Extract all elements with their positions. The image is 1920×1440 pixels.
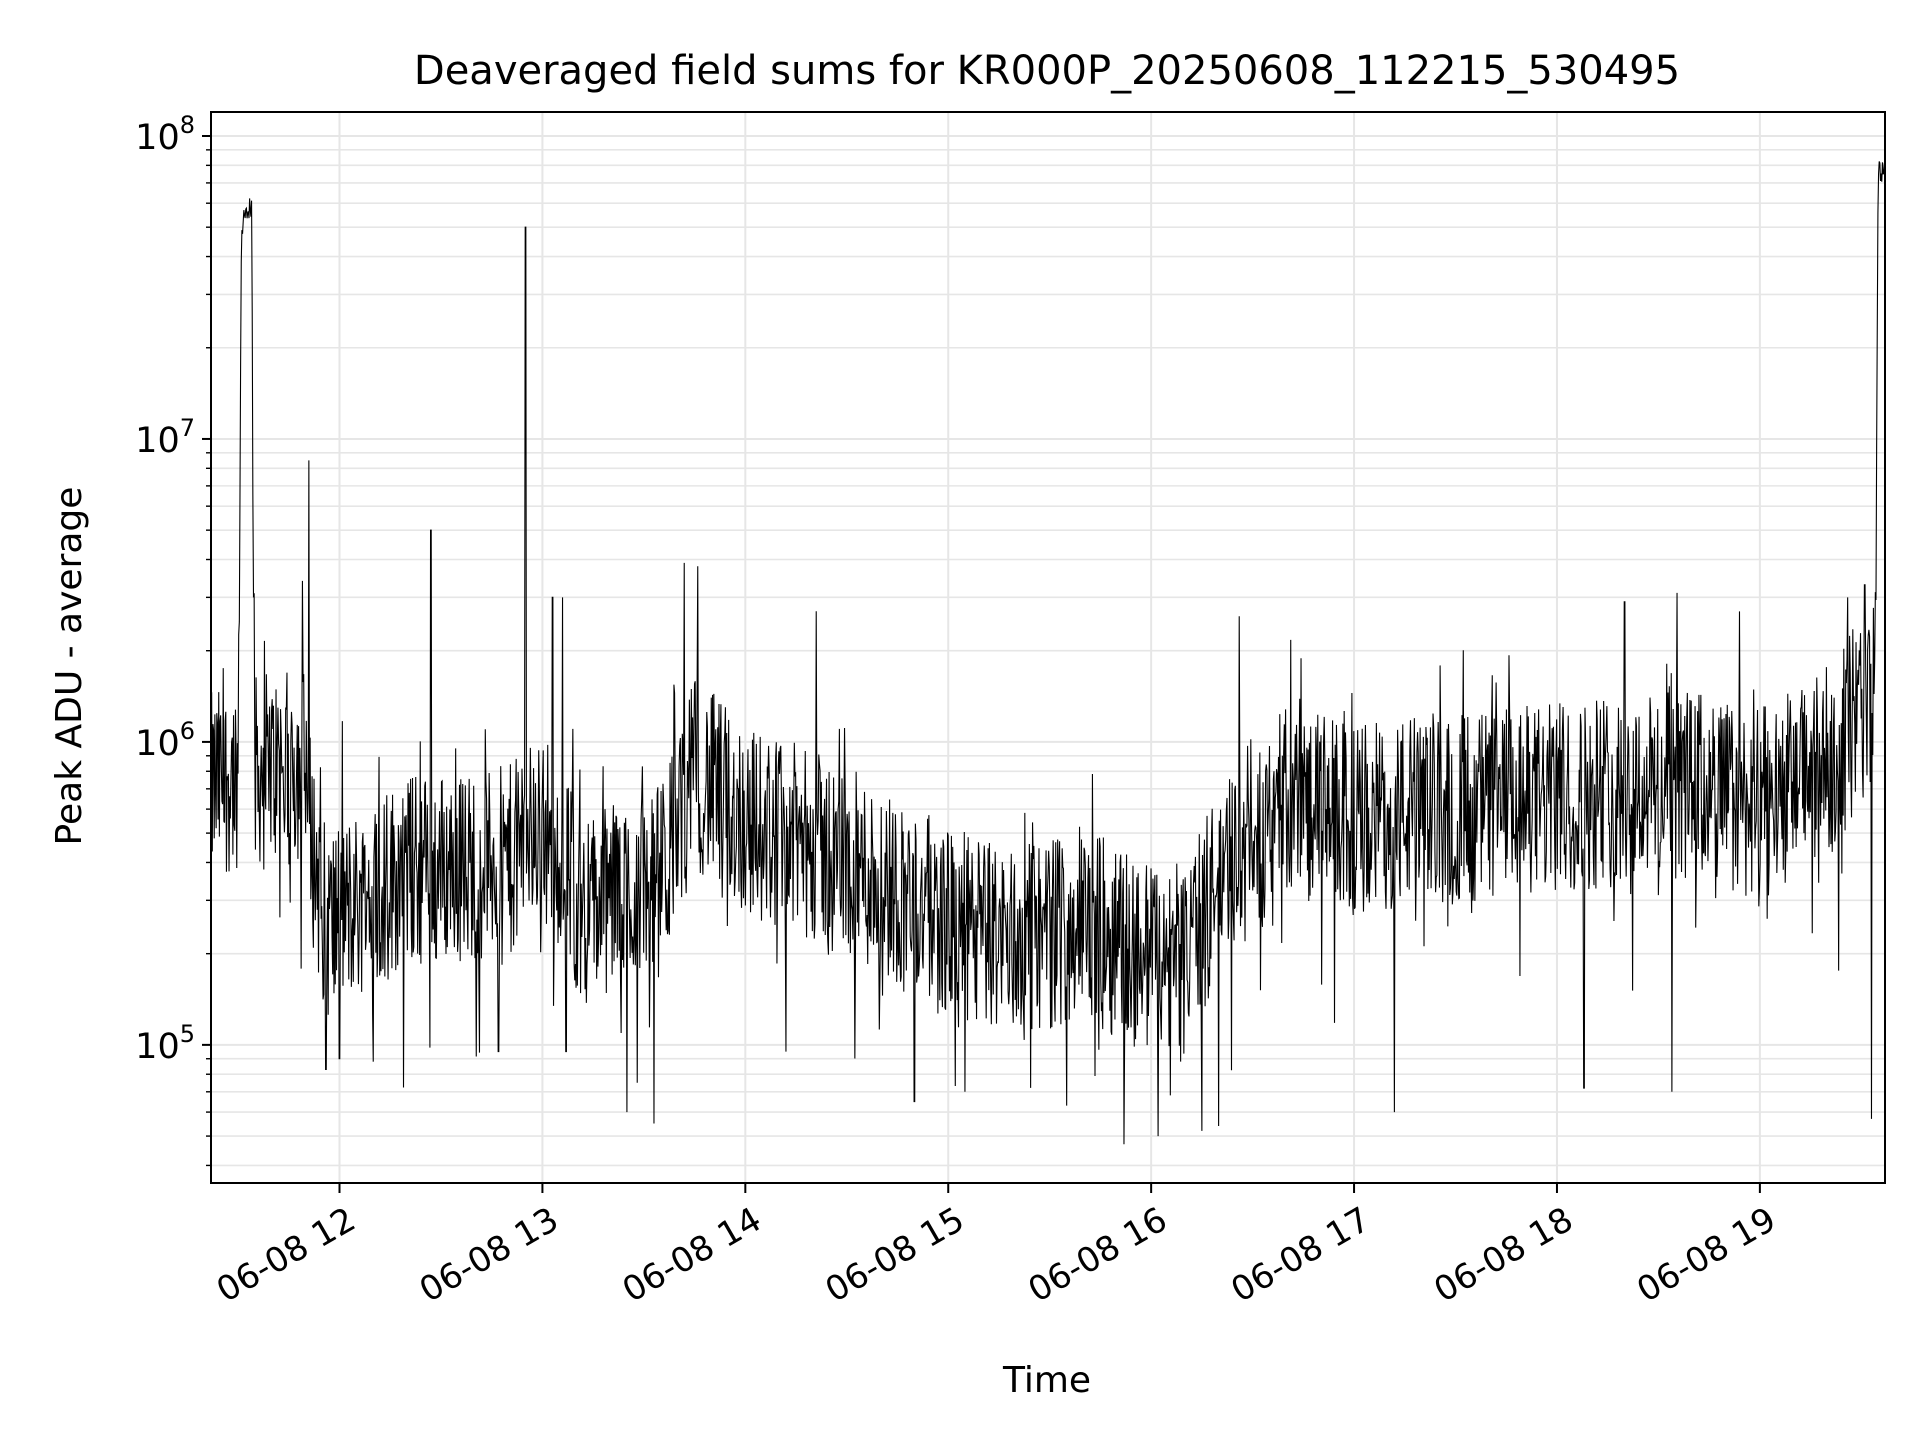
y-tick-label: 108: [135, 111, 195, 158]
x-tick-label: 06-08 14: [616, 1200, 768, 1311]
series-line: [210, 161, 1886, 1145]
x-tick-label: 06-08 19: [1630, 1200, 1782, 1311]
y-tick-label: 107: [135, 414, 195, 461]
x-tick-label: 06-08 16: [1022, 1200, 1174, 1311]
x-tick-label: 06-08 15: [819, 1200, 971, 1311]
x-tick-label: 06-08 17: [1225, 1200, 1377, 1311]
y-axis-label: Peak ADU - average: [49, 487, 90, 846]
y-tick-label: 106: [135, 717, 195, 764]
y-tick-label: 105: [135, 1020, 195, 1067]
grid: [211, 112, 1885, 1183]
x-tick-label: 06-08 13: [413, 1200, 565, 1311]
axes: 06-08 12 06-08 13 06-08 14 06-08 15 06-08 16…: [135, 111, 1783, 1311]
chart-title: Deaveraged field sums for KR000P_2025060…: [414, 48, 1680, 94]
x-tick-label: 06-08 12: [210, 1200, 362, 1311]
plot-frame: [210, 111, 1886, 1184]
x-tick-label: 06-08 18: [1427, 1200, 1579, 1311]
x-axis-label: Time: [1002, 1360, 1091, 1401]
